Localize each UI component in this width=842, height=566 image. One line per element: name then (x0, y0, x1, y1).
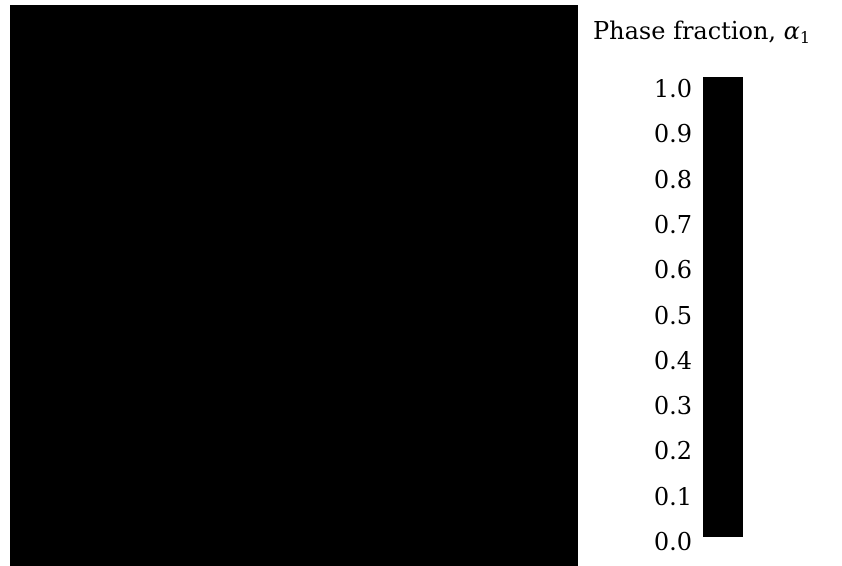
colorbar-tick-label: 0.2 (653, 437, 692, 466)
colorbar-tick-label: 0.8 (653, 165, 692, 194)
phase-fraction-field (10, 5, 578, 566)
colorbar-title-subscript: 1 (799, 28, 811, 47)
colorbar-tick-label: 0.9 (653, 120, 692, 149)
colorbar-tick-label: 0.1 (653, 482, 692, 511)
colorbar-tick-label: 0.4 (653, 346, 692, 375)
colorbar-title-text: Phase fraction, (593, 17, 784, 45)
colorbar (703, 77, 743, 537)
colorbar-tick-label: 0.0 (653, 528, 692, 556)
colorbar-tick-label: 0.3 (653, 392, 692, 421)
colorbar-title-symbol: α (783, 17, 800, 45)
colorbar-tick-label: 0.7 (653, 210, 692, 239)
colorbar-ticks: 1.0 0.9 0.8 0.7 0.6 0.5 0.4 0.3 0.2 0.1 0.0 (600, 0, 692, 566)
colorbar-title: Phase fraction, α1 (593, 16, 810, 53)
colorbar-tick-label: 0.5 (653, 301, 692, 330)
colorbar-tick-label: 1.0 (653, 75, 692, 103)
colorbar-tick-label: 0.6 (653, 256, 692, 285)
